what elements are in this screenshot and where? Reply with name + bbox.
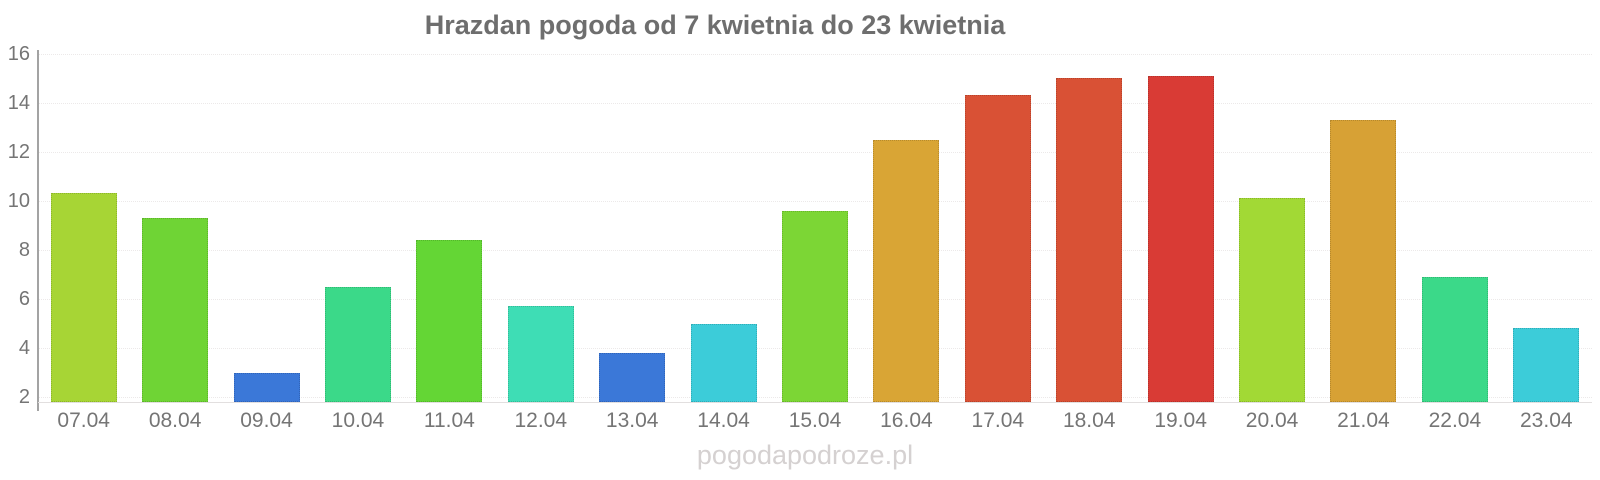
- x-axis-label: 16.04: [880, 409, 933, 432]
- y-gridline: [38, 200, 1592, 202]
- x-axis-label: 14.04: [697, 409, 750, 432]
- bar-09-04[interactable]: [233, 372, 300, 402]
- bar-10-04[interactable]: [324, 286, 391, 402]
- watermark: pogodapodroze.pl: [696, 440, 914, 470]
- bar-20-04[interactable]: [1239, 198, 1306, 402]
- x-axis-label: 12.04: [514, 409, 568, 432]
- x-axis-label: 17.04: [971, 409, 1025, 432]
- bar-11-04[interactable]: [416, 240, 483, 402]
- y-axis-label: 12: [7, 140, 30, 163]
- bar-23-04[interactable]: [1513, 328, 1580, 402]
- bar-18-04[interactable]: [1056, 78, 1123, 402]
- x-axis-label: 19.04: [1154, 409, 1207, 432]
- bar-13-04[interactable]: [599, 352, 666, 402]
- bar-07-04[interactable]: [50, 193, 117, 402]
- bar-16-04[interactable]: [873, 139, 940, 402]
- x-axis-label: 22.04: [1428, 409, 1482, 432]
- y-axis-label: 16: [7, 42, 30, 65]
- y-axis-line: [37, 50, 39, 411]
- y-gridline: [38, 53, 1592, 55]
- x-axis-label: 20.04: [1245, 409, 1299, 432]
- x-axis-label: 09.04: [240, 409, 293, 432]
- y-axis-label: 6: [18, 287, 30, 310]
- y-axis-label: 4: [18, 337, 30, 360]
- y-axis-label: 2: [18, 386, 30, 409]
- bar-08-04[interactable]: [142, 218, 209, 402]
- x-axis-line: [38, 402, 1592, 403]
- y-axis-label: 10: [7, 189, 30, 212]
- bar-22-04[interactable]: [1421, 276, 1488, 402]
- chart-title: Hrazdan pogoda od 7 kwietnia do 23 kwiet…: [424, 10, 1006, 40]
- x-axis-label: 10.04: [331, 409, 385, 432]
- bar-17-04[interactable]: [964, 95, 1031, 402]
- x-axis-label: 08.04: [148, 409, 202, 432]
- bar-12-04[interactable]: [507, 306, 574, 402]
- y-axis-label: 8: [18, 238, 30, 261]
- y-axis-label: 14: [7, 91, 30, 114]
- bar-14-04[interactable]: [690, 323, 757, 402]
- x-axis-label: 23.04: [1520, 409, 1573, 432]
- x-axis-label: 18.04: [1062, 409, 1116, 432]
- bar-21-04[interactable]: [1330, 119, 1397, 402]
- x-axis-label: 15.04: [788, 409, 842, 432]
- x-axis-label: 11.04: [423, 409, 475, 432]
- bar-19-04[interactable]: [1147, 75, 1214, 402]
- x-axis-label: 13.04: [605, 409, 659, 432]
- x-axis-label: 21.04: [1337, 409, 1390, 432]
- x-axis-label: 07.04: [57, 409, 110, 432]
- bar-15-04[interactable]: [782, 210, 848, 402]
- y-gridline: [38, 151, 1592, 153]
- y-gridline: [38, 102, 1592, 104]
